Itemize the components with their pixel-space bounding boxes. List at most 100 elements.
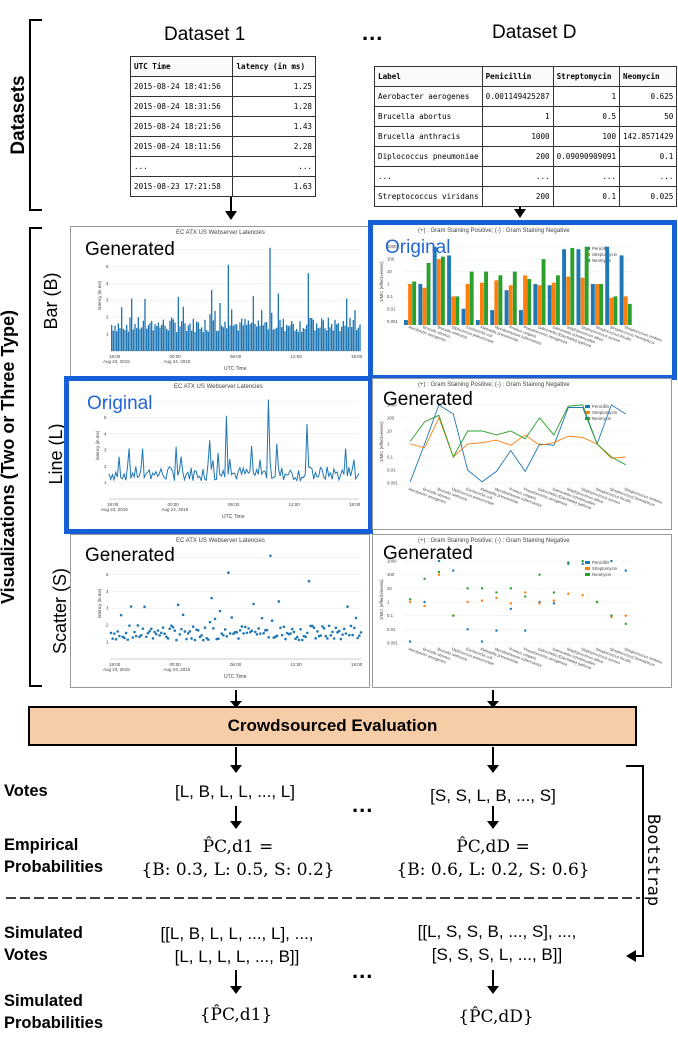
scatter-point: [225, 635, 229, 638]
y-tick-label: 2: [106, 623, 109, 628]
datasets-label: Datasets: [8, 75, 29, 155]
bar: [344, 325, 346, 351]
empirical-label-line2: Probabilities: [4, 858, 104, 876]
table-cell: ...: [232, 156, 316, 177]
scatter-point: [610, 559, 613, 563]
x-tick-label: 18:00: [351, 354, 363, 359]
table-row: 2015-08-24 18:21:56 1.43: [129, 116, 316, 137]
table-cell: 1000: [481, 126, 554, 147]
y-tick-label: 4: [106, 589, 109, 594]
bar: [214, 310, 216, 351]
scatter-point: [304, 635, 307, 639]
bar: [284, 331, 286, 351]
y-tick-label: 4: [104, 431, 107, 436]
bar: [527, 279, 532, 325]
scatter-point: [212, 627, 215, 630]
scatter-point: [208, 620, 212, 624]
bar: [479, 282, 484, 325]
scatter-chart-antibiotics: 0.001 0.01 0.1 1 10 100 1000 1/MIC (effectivene…: [379, 559, 663, 671]
scatter-point: [186, 632, 190, 635]
scatter-point: [151, 637, 155, 640]
bar: [266, 322, 268, 351]
y-tick-label: 0.01: [387, 306, 396, 311]
scatter-point: [295, 635, 299, 639]
scatter-point: [119, 613, 123, 617]
scatter-point: [354, 616, 358, 620]
x-tick-label: 00:00: [170, 662, 182, 667]
scatter-point: [114, 637, 118, 641]
bar: [599, 284, 603, 325]
bar: [202, 332, 204, 351]
bar: [291, 321, 293, 351]
bar: [242, 325, 244, 351]
bar: [302, 328, 304, 351]
bar: [196, 321, 198, 351]
dataset1-table: UTC Time latency (in ms) 2015-08-24 18:41:…: [129, 56, 316, 197]
y-axis-label: latency (in ms): [97, 280, 102, 310]
y-tick-label: 6: [106, 247, 109, 252]
table-cell: 1: [481, 106, 554, 127]
legend-entry: Penicillin: [592, 246, 610, 251]
bar: [594, 284, 599, 325]
scatter-point: [156, 629, 160, 632]
bar: [301, 331, 303, 351]
bar: [329, 327, 331, 351]
bar: [147, 325, 149, 351]
bar: [144, 298, 146, 351]
legend-entry: Streptomycin: [592, 566, 618, 571]
bar: [349, 317, 351, 351]
bar: [533, 284, 538, 325]
empirical-left-line2: {B: 0.3, L: 0.5, S: 0.2}: [141, 860, 335, 880]
bar: [164, 325, 166, 351]
bar: [447, 255, 452, 325]
x-tick-label: 06:00: [228, 502, 240, 507]
scatter-point: [282, 625, 286, 629]
scatter-point: [423, 577, 426, 581]
bar: [619, 255, 624, 325]
chart-title: EC ATX US Webserver Latencies: [176, 538, 265, 544]
scatter-point: [265, 628, 269, 632]
x-tick-label: 18:00: [107, 502, 119, 507]
scatter-point: [126, 638, 130, 641]
bar: [465, 284, 470, 325]
bar: [149, 323, 151, 351]
scatter-point: [284, 637, 287, 641]
scatter-point: [452, 569, 455, 572]
y-tick-label: 1: [387, 282, 390, 287]
bar: [267, 329, 269, 351]
empirical-right-line1: P̂C,dD =: [456, 837, 530, 857]
bar: [272, 329, 274, 351]
scatter-point: [337, 629, 341, 633]
y-tick-label: 10: [387, 586, 392, 591]
table-header-cell: Neomycin: [619, 66, 678, 87]
scatter-point: [222, 633, 225, 637]
table-header-cell: Penicillin: [481, 66, 554, 87]
scatter-point: [538, 573, 541, 576]
bar: [159, 327, 161, 351]
table-row: Streptococcus viridans 200 0.1 0.025: [374, 186, 678, 207]
table-cell: 1.43: [232, 116, 316, 137]
legend-entry: Streptomycin: [592, 410, 618, 415]
scatter-point: [217, 637, 220, 641]
simulated-probs-label: Simulated Probabilities: [4, 990, 103, 1034]
legend-entry: Neomycin: [592, 416, 612, 421]
bar: [152, 330, 154, 351]
bar: [269, 247, 271, 351]
bar: [261, 310, 263, 351]
y-tick-label: 2: [104, 464, 107, 469]
legend-entry: Penicillin: [592, 404, 610, 409]
table-cell: 142.8571429: [619, 126, 678, 147]
bar: [292, 323, 294, 351]
empirical-left-line1: P̂C,d1 =: [202, 837, 274, 857]
legend-entry: Penicillin: [592, 560, 610, 565]
scatter-point: [270, 619, 274, 623]
scatter-point: [319, 634, 323, 637]
bar: [191, 330, 193, 351]
bar: [314, 330, 316, 351]
x-tick-label: 18:00: [109, 662, 121, 667]
x-tick-label: Aug 23, 2015: [101, 507, 128, 512]
table-cell: 2015-08-24 18:41:56: [129, 76, 234, 97]
table-cell: Brucella anthracis: [374, 126, 483, 147]
legend-entry: Neomycin: [592, 258, 612, 263]
scatter-point: [344, 632, 348, 635]
